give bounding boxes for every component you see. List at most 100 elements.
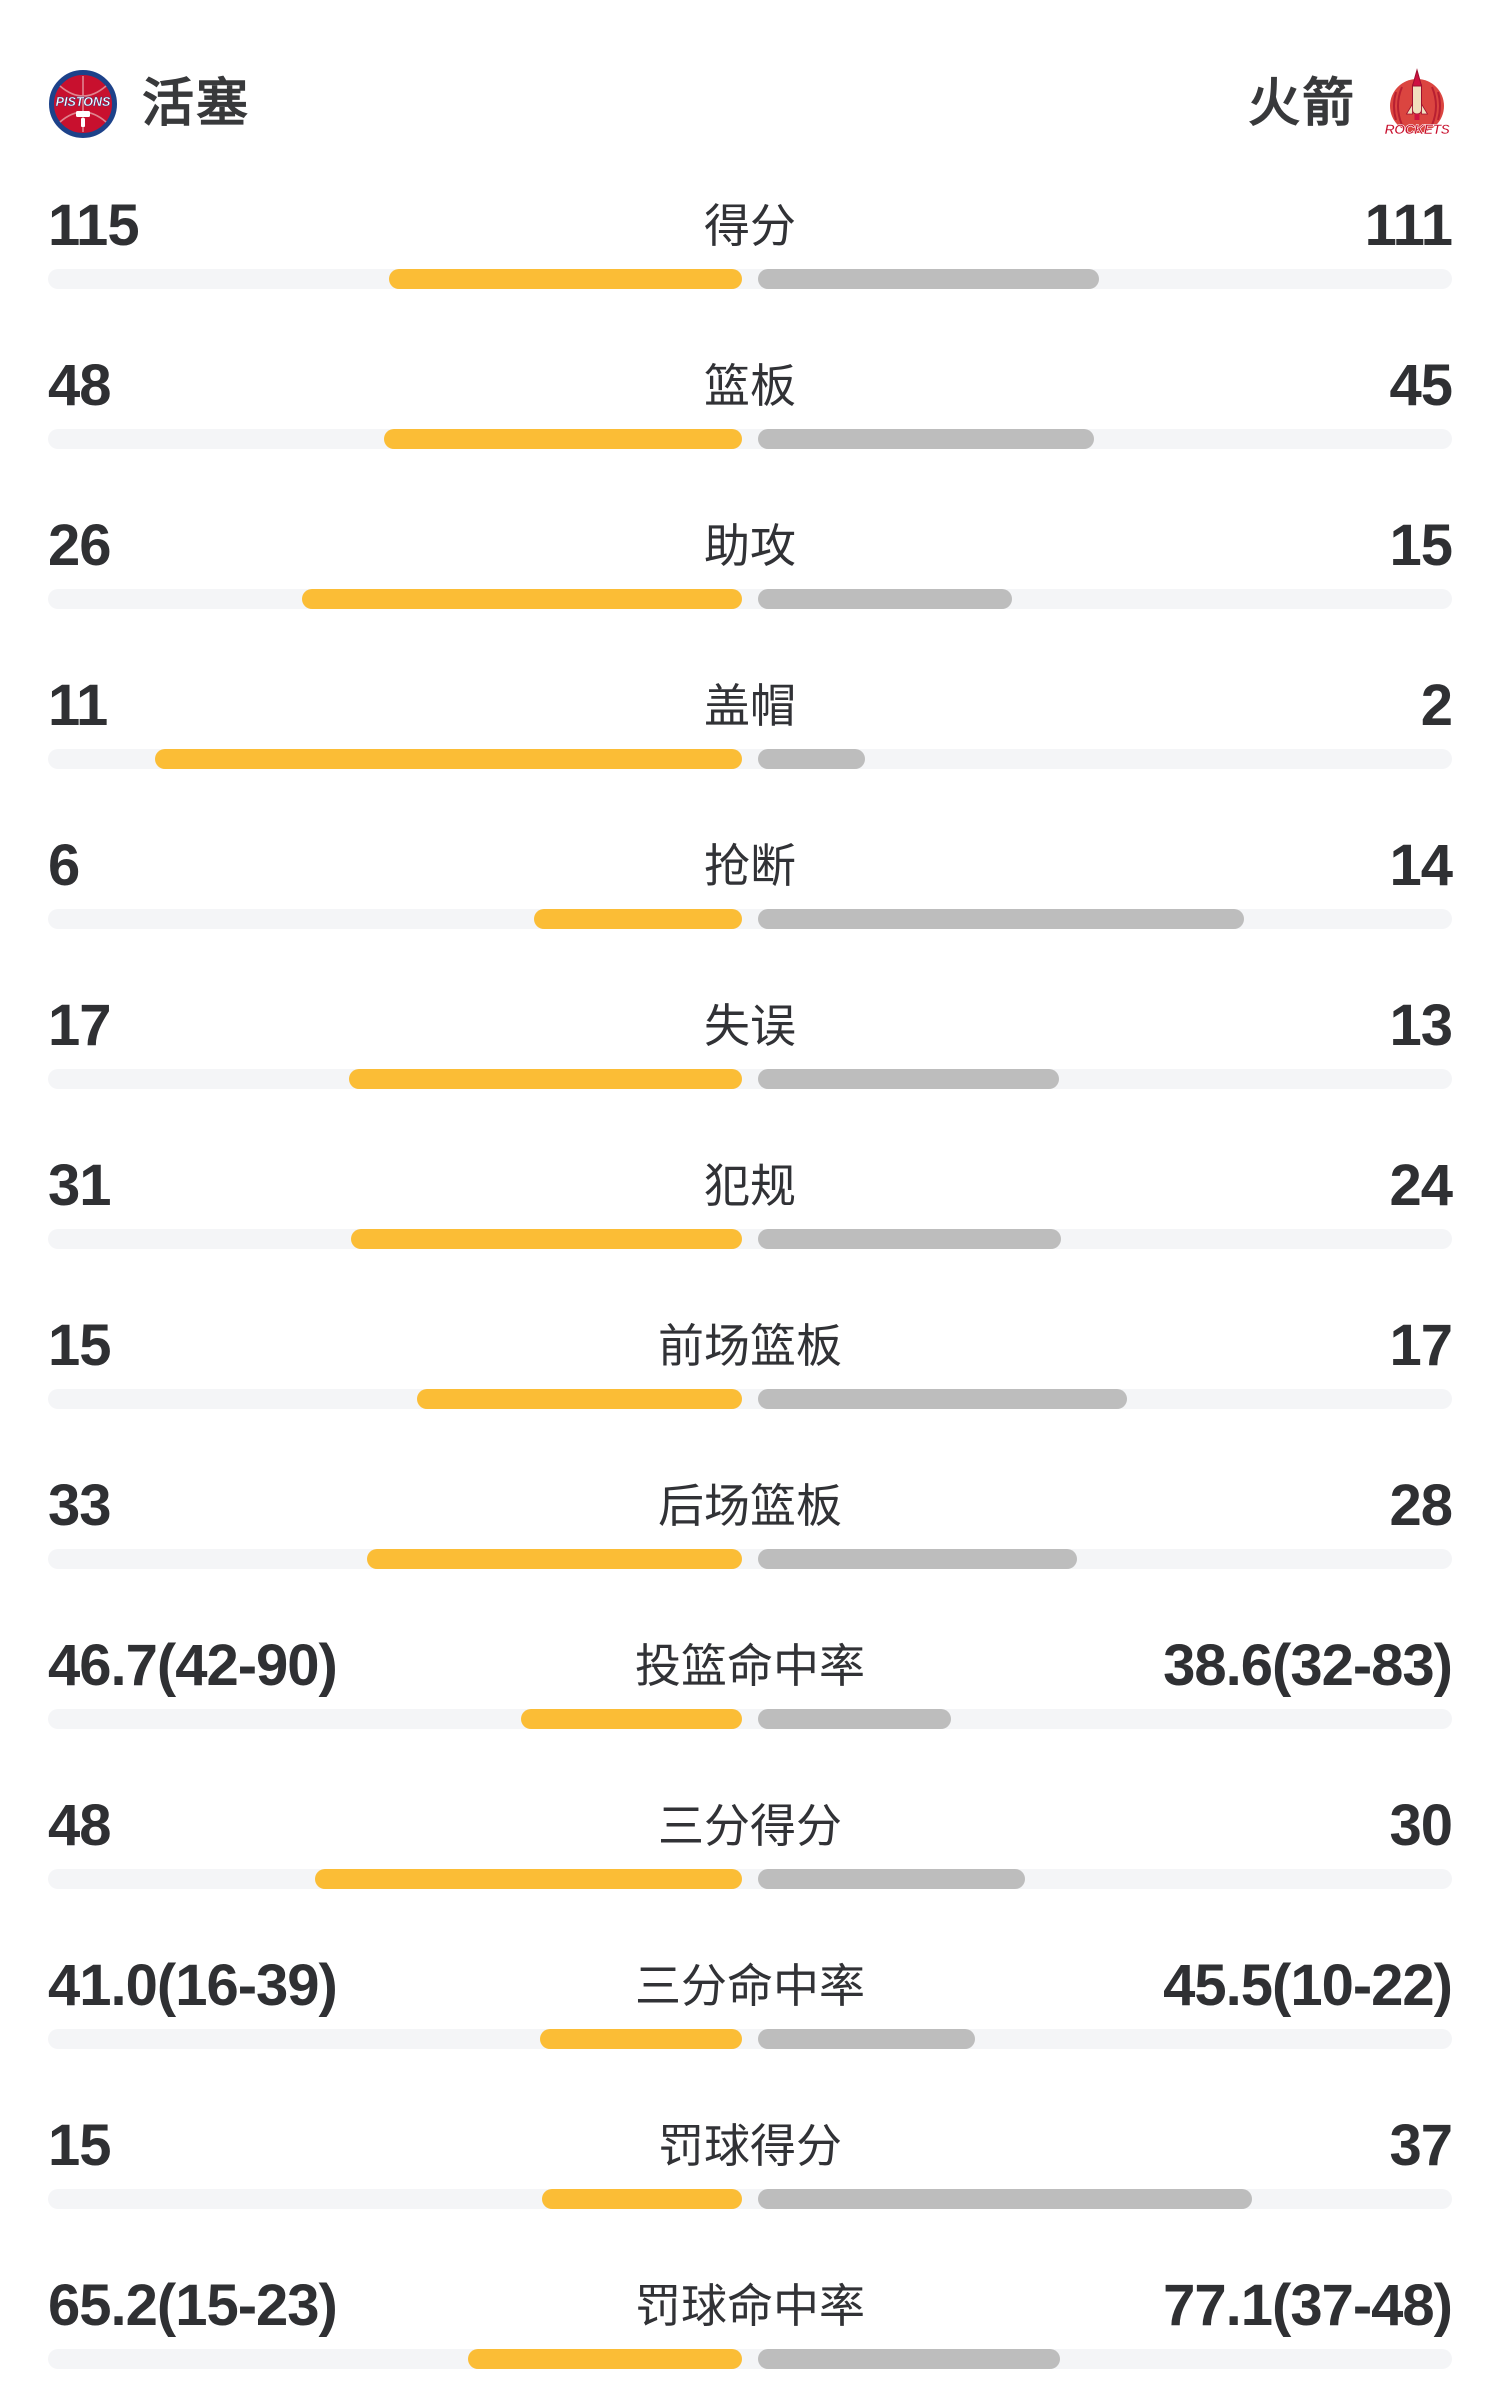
left-value: 48 — [48, 1793, 112, 1858]
stat-line: 15 前场篮板 17 — [48, 1313, 1453, 1378]
stats-rows: 115 得分 111 48 篮板 45 26 助攻 15 — [0, 165, 1500, 2405]
stat-line: 48 篮板 45 — [48, 353, 1453, 418]
stat-line: 33 后场篮板 28 — [48, 1473, 1453, 1538]
left-value: 17 — [48, 993, 112, 1058]
right-value: 30 — [1389, 1793, 1453, 1858]
right-bar — [758, 1229, 1061, 1249]
left-bar — [350, 1229, 742, 1249]
right-bar — [758, 269, 1099, 289]
bar-track — [48, 2189, 1452, 2209]
bar-track — [48, 1389, 1452, 1409]
stat-line: 17 失误 13 — [48, 993, 1453, 1058]
left-value: 46.7(42-90) — [48, 1633, 338, 1698]
stat-label: 后场篮板 — [658, 1480, 842, 1532]
stat-row: 41.0(16-39) 三分命中率 45.5(10-22) — [48, 1925, 1453, 2085]
left-bar — [533, 909, 742, 929]
stat-row: 31 犯规 24 — [48, 1125, 1453, 1285]
stat-line: 115 得分 111 — [48, 193, 1453, 258]
bar-track — [48, 429, 1452, 449]
right-value: 14 — [1389, 833, 1453, 898]
bar-track — [48, 1069, 1452, 1089]
left-value: 31 — [48, 1153, 112, 1218]
stat-line: 26 助攻 15 — [48, 513, 1453, 578]
left-bar — [388, 269, 742, 289]
bar-track — [48, 2029, 1452, 2049]
right-value: 17 — [1389, 1313, 1453, 1378]
left-bar — [540, 2029, 742, 2049]
bar-track — [48, 2349, 1452, 2369]
left-bar — [416, 1389, 742, 1409]
stat-label: 罚球命中率 — [635, 2280, 865, 2332]
left-value: 33 — [48, 1473, 112, 1538]
right-bar — [758, 589, 1012, 609]
right-bar — [758, 909, 1244, 929]
left-bar — [521, 1709, 742, 1729]
right-value: 13 — [1389, 993, 1453, 1058]
right-value: 37 — [1389, 2113, 1453, 2178]
bar-track — [48, 1229, 1452, 1249]
teams-header: PISTONS 活塞 火箭 — [0, 0, 1500, 165]
pistons-logo: PISTONS — [49, 69, 117, 138]
right-bar — [758, 1869, 1026, 1889]
rockets-logo-text: ROCKETS — [1385, 121, 1451, 137]
rockets-logo: ROCKETS — [1384, 67, 1451, 137]
left-value: 15 — [48, 1313, 112, 1378]
stat-line: 65.2(15-23) 罚球命中率 77.1(37-48) — [48, 2275, 1453, 2337]
bar-track — [48, 589, 1452, 609]
right-bar — [758, 1709, 951, 1729]
stat-row: 15 罚球得分 37 — [48, 2085, 1453, 2245]
stat-label: 篮板 — [704, 360, 796, 412]
stat-row: 65.2(15-23) 罚球命中率 77.1(37-48) — [48, 2245, 1453, 2405]
right-value: 45 — [1389, 353, 1453, 418]
stat-row: 48 三分得分 30 — [48, 1765, 1453, 1925]
bar-track — [48, 749, 1452, 769]
stat-row: 11 盖帽 2 — [48, 645, 1453, 805]
stat-label: 盖帽 — [704, 680, 796, 732]
right-value: 15 — [1389, 513, 1453, 578]
left-bar — [467, 2349, 742, 2369]
bar-track — [48, 269, 1452, 289]
left-bar — [366, 1549, 742, 1569]
stat-label: 前场篮板 — [658, 1320, 842, 1372]
stat-line: 6 抢断 14 — [48, 833, 1453, 898]
stat-line: 11 盖帽 2 — [48, 673, 1453, 738]
right-bar — [758, 1069, 1059, 1089]
right-bar — [758, 2349, 1060, 2369]
stat-line: 31 犯规 24 — [48, 1153, 1453, 1218]
stat-row: 46.7(42-90) 投篮命中率 38.6(32-83) — [48, 1605, 1453, 1765]
left-team: PISTONS 活塞 — [48, 68, 250, 140]
right-bar — [758, 429, 1094, 449]
left-value: 26 — [48, 513, 112, 578]
left-value: 15 — [48, 2113, 112, 2178]
right-value: 111 — [1364, 193, 1453, 258]
right-bar — [758, 1389, 1127, 1409]
stat-label: 犯规 — [704, 1160, 796, 1212]
stat-label: 失误 — [704, 1000, 796, 1052]
stat-line: 15 罚球得分 37 — [48, 2113, 1453, 2178]
stat-label: 三分得分 — [658, 1800, 842, 1852]
stat-label: 投篮命中率 — [635, 1640, 865, 1692]
left-team-name: 活塞 — [142, 74, 251, 133]
pistons-logo-text: PISTONS — [56, 95, 111, 109]
stat-label: 罚球得分 — [658, 2120, 842, 2172]
stat-row: 115 得分 111 — [48, 165, 1453, 325]
piston-icon — [76, 110, 90, 127]
right-value: 38.6(32-83) — [1163, 1633, 1453, 1698]
left-bar — [383, 429, 742, 449]
stat-label: 抢断 — [704, 840, 796, 892]
stat-row: 26 助攻 15 — [48, 485, 1453, 645]
left-value: 115 — [48, 193, 140, 258]
stat-line: 48 三分得分 30 — [48, 1793, 1453, 1858]
right-bar — [758, 1549, 1077, 1569]
bar-track — [48, 909, 1452, 929]
right-value: 24 — [1389, 1153, 1453, 1218]
left-bar — [302, 589, 742, 609]
left-value: 11 — [48, 673, 108, 738]
bar-track — [48, 1869, 1452, 1889]
right-bar — [758, 749, 865, 769]
stat-line: 46.7(42-90) 投篮命中率 38.6(32-83) — [48, 1633, 1453, 1698]
stat-row: 6 抢断 14 — [48, 805, 1453, 965]
stat-row: 15 前场篮板 17 — [48, 1285, 1453, 1445]
bar-track — [48, 1549, 1452, 1569]
